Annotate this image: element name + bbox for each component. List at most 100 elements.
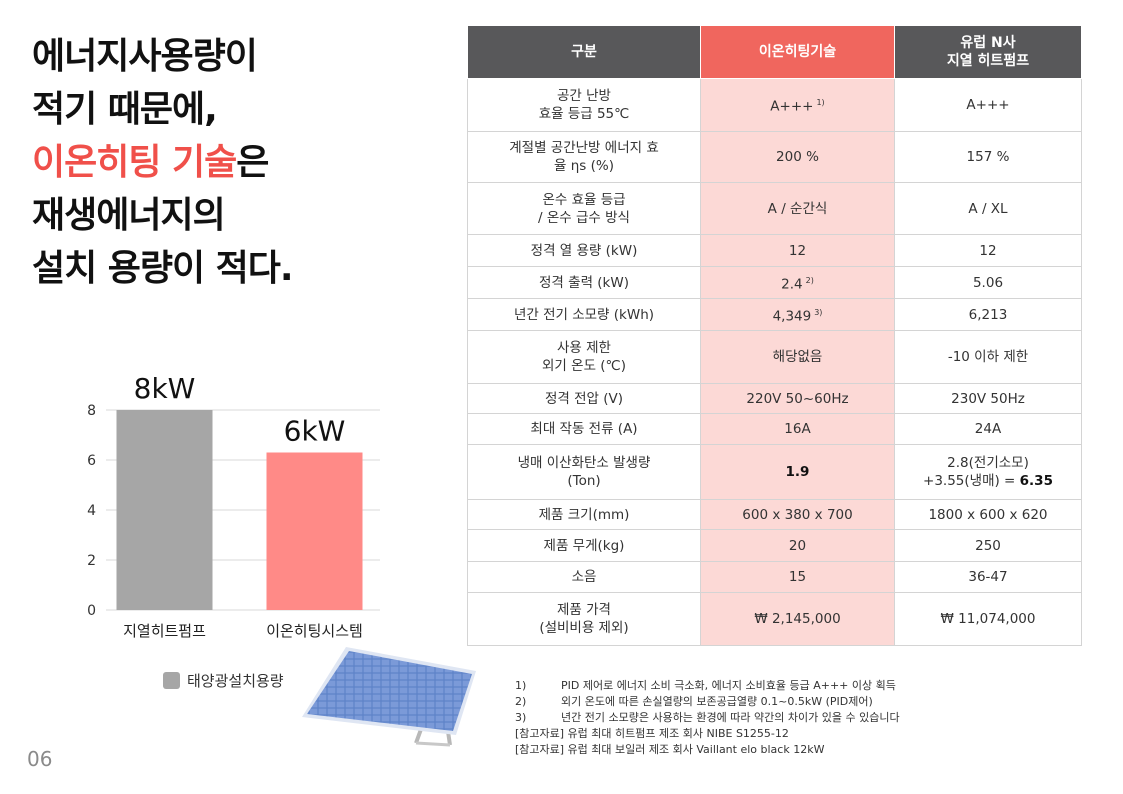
row-label: 소음 xyxy=(467,561,701,593)
eu-value: 250 xyxy=(894,529,1082,562)
table-row: 온수 효율 등급 / 온수 급수 방식 A / 순간식 A / XL xyxy=(467,182,1082,235)
row-label: 공간 난방 효율 등급 55℃ xyxy=(467,78,701,132)
eu-value-line-2-bold: 6.35 xyxy=(1019,473,1053,489)
row-label: 제품 크기(mm) xyxy=(467,499,701,530)
table-row: 정격 출력 (kW) 2.4 2) 5.06 xyxy=(467,266,1082,299)
footnote-number: 3) xyxy=(515,711,527,724)
table-row: 제품 크기(mm) 600 x 380 x 700 1800 x 600 x 6… xyxy=(467,499,1082,530)
eu-value: 2.8(전기소모) +3.55(냉매) = 6.35 xyxy=(894,444,1082,500)
ion-value: A+++ 1) xyxy=(700,78,895,132)
eu-value: 5.06 xyxy=(894,266,1082,299)
row-label: 사용 제한 외기 온도 (℃) xyxy=(467,330,701,384)
y-tick-label: 8 xyxy=(87,403,96,419)
bar-value-label: 8kW xyxy=(134,372,196,405)
ion-value: 600 x 380 x 700 xyxy=(700,499,895,530)
bar-value-label: 6kW xyxy=(284,415,346,448)
solar-panel-illustration xyxy=(302,647,476,747)
ion-value-text: 2.4 xyxy=(781,276,803,293)
legend-swatch xyxy=(163,672,180,689)
ion-value: 해당없음 xyxy=(700,330,895,384)
row-label: 년간 전기 소모량 (kWh) xyxy=(467,298,701,331)
eu-value: 24A xyxy=(894,413,1082,445)
ion-value: 4,349 3) xyxy=(700,298,895,331)
spec-comparison-table: 구분 이온히팅기술 유럽 N사 지열 히트펌프 공간 난방 효율 등급 55℃ … xyxy=(467,25,1082,646)
table-row: 계절별 공간난방 에너지 효 율 ηs (%) 200 % 157 % xyxy=(467,131,1082,183)
page-number: 06 xyxy=(27,747,53,771)
table-row: 공간 난방 효율 등급 55℃ A+++ 1) A+++ xyxy=(467,78,1082,132)
footnote-number: 1) xyxy=(515,679,527,692)
eu-value: -10 이하 제한 xyxy=(894,330,1082,384)
reference: [참고자료] 유럽 최대 히트펌프 제조 회사 NIBE S1255-12 xyxy=(515,727,789,740)
eu-value: 12 xyxy=(894,234,1082,267)
footnote-text: PID 제어로 에너지 소비 극소화, 에너지 소비효율 등급 A+++ 이상 … xyxy=(561,679,896,692)
footnote: 3) 년간 전기 소모량은 사용하는 환경에 따라 약간의 차이가 있을 수 있습… xyxy=(515,710,900,726)
headline-line-4: 재생에너지의 xyxy=(32,195,226,236)
eu-value: 36-47 xyxy=(894,561,1082,593)
row-label: 정격 열 용량 (kW) xyxy=(467,234,701,267)
ion-value: 200 % xyxy=(700,131,895,183)
ion-value: 1.9 xyxy=(700,444,895,500)
table-row: 년간 전기 소모량 (kWh) 4,349 3) 6,213 xyxy=(467,298,1082,331)
ion-value: 12 xyxy=(700,234,895,267)
y-tick-label: 6 xyxy=(87,453,96,469)
ion-value: 20 xyxy=(700,529,895,562)
table-row: 소음 15 36-47 xyxy=(467,561,1082,593)
eu-value: A+++ xyxy=(894,78,1082,132)
table-row: 제품 가격 (설비비용 제외) ₩ 2,145,000 ₩ 11,074,000 xyxy=(467,592,1082,646)
eu-value: A / XL xyxy=(894,182,1082,235)
x-category-label: 이온히팅시스템 xyxy=(266,622,363,640)
legend-label: 태양광설치용량 xyxy=(187,672,284,690)
headline-line-1: 에너지사용량이 xyxy=(32,36,258,77)
eu-value: 6,213 xyxy=(894,298,1082,331)
x-category-label: 지열히트펌프 xyxy=(123,622,206,640)
ion-value-text: 4,349 xyxy=(772,308,812,325)
row-label: 온수 효율 등급 / 온수 급수 방식 xyxy=(467,182,701,235)
ion-value: 16A xyxy=(700,413,895,445)
ion-value: 220V 50~60Hz xyxy=(700,383,895,414)
reference: [참고자료] 유럽 최대 보일러 제조 회사 Vaillant elo blac… xyxy=(515,743,825,756)
eu-value: 1800 x 600 x 620 xyxy=(894,499,1082,530)
footnotes: 1) PID 제어로 에너지 소비 극소화, 에너지 소비효율 등급 A+++ 이… xyxy=(515,678,900,758)
footnote-text: 외기 온도에 따른 손실열량의 보존공급열량 0.1~0.5kW (PID제어) xyxy=(561,695,873,708)
footnote-text: 년간 전기 소모량은 사용하는 환경에 따라 약간의 차이가 있을 수 있습니다 xyxy=(561,711,900,724)
bar xyxy=(116,410,213,610)
eu-value: ₩ 11,074,000 xyxy=(894,592,1082,646)
ion-value: 15 xyxy=(700,561,895,593)
headline-line-5: 설치 용량이 적다. xyxy=(32,248,294,289)
headline-line-3: 이온히팅 기술은 xyxy=(32,136,442,189)
ion-value: ₩ 2,145,000 xyxy=(700,592,895,646)
footnote-number: 2) xyxy=(515,695,527,708)
y-tick-label: 4 xyxy=(87,503,96,519)
header-ion-heating: 이온히팅기술 xyxy=(700,25,895,79)
row-label: 최대 작동 전류 (A) xyxy=(467,413,701,445)
row-label: 계절별 공간난방 에너지 효 율 ηs (%) xyxy=(467,131,701,183)
table-row: 정격 열 용량 (kW) 12 12 xyxy=(467,234,1082,267)
chart-legend: 태양광설치용량 xyxy=(163,670,284,691)
capacity-bar-chart: 0 2 4 6 8 8kW 지열히트펌프 6kW 이온히팅시스템 xyxy=(87,372,380,640)
ion-value: 2.4 2) xyxy=(700,266,895,299)
ion-value-bold: 1.9 xyxy=(785,464,810,480)
eu-value-line-1: 2.8(전기소모) xyxy=(947,455,1029,471)
footnote-ref: 2) xyxy=(805,275,814,285)
row-label: 정격 전압 (V) xyxy=(467,383,701,414)
row-label: 정격 출력 (kW) xyxy=(467,266,701,299)
eu-value: 157 % xyxy=(894,131,1082,183)
headline-line-2: 적기 때문에, xyxy=(32,89,218,130)
ion-value: A / 순간식 xyxy=(700,182,895,235)
headline-line-3-rest: 은 xyxy=(236,142,269,183)
ion-value-text: A+++ xyxy=(770,98,814,115)
eu-value-line-2-pre: +3.55(냉매) = xyxy=(923,473,1020,489)
eu-value: 230V 50Hz xyxy=(894,383,1082,414)
row-label: 제품 가격 (설비비용 제외) xyxy=(467,592,701,646)
headline-accent: 이온히팅 기술 xyxy=(32,142,237,183)
row-label: 제품 무게(kg) xyxy=(467,529,701,562)
table-row: 사용 제한 외기 온도 (℃) 해당없음 -10 이하 제한 xyxy=(467,330,1082,384)
bar xyxy=(266,452,363,610)
y-tick-label: 0 xyxy=(87,603,96,619)
footnote: 1) PID 제어로 에너지 소비 극소화, 에너지 소비효율 등급 A+++ 이… xyxy=(515,678,900,694)
footnote-ref: 3) xyxy=(814,307,823,317)
eu-value-line-2: +3.55(냉매) = 6.35 xyxy=(899,472,1077,490)
footnote: 2) 외기 온도에 따른 손실열량의 보존공급열량 0.1~0.5kW (PID제… xyxy=(515,694,900,710)
row-label: 냉매 이산화탄소 발생량 (Ton) xyxy=(467,444,701,500)
table-row: 냉매 이산화탄소 발생량 (Ton) 1.9 2.8(전기소모) +3.55(냉매… xyxy=(467,444,1082,500)
